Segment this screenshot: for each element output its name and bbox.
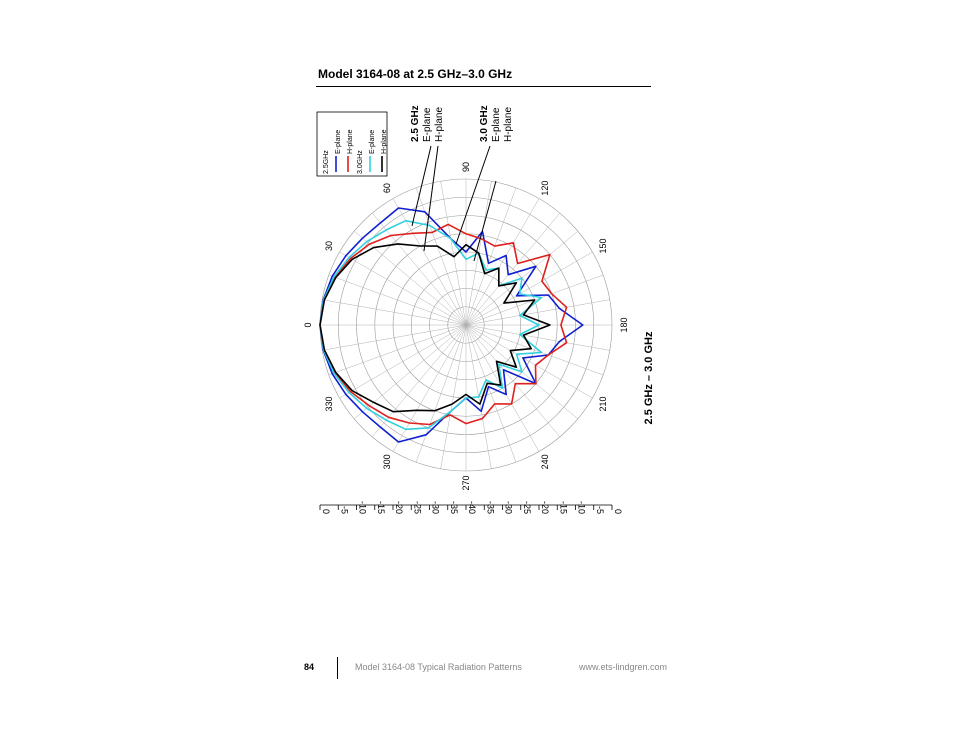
angle-label: 30 bbox=[324, 241, 334, 251]
series-line-e25 bbox=[319, 207, 584, 443]
legend-group-label-2-5ghz: 2.5GHz bbox=[323, 150, 330, 174]
angle-label: 270 bbox=[461, 475, 471, 490]
scale-tick-label: 0 bbox=[321, 509, 331, 514]
grid-spoke bbox=[465, 324, 517, 463]
scale-tick-label: -10 bbox=[358, 501, 368, 514]
chart-legend: 2.5GHz E-plane H-plane 3.0GHz E-plane H-… bbox=[316, 111, 388, 177]
grid-spoke bbox=[440, 324, 467, 469]
series-line-h25 bbox=[319, 223, 568, 426]
grid-spoke bbox=[465, 198, 540, 326]
scale-tick-label: 0 bbox=[613, 509, 623, 514]
scale-tick-label: -20 bbox=[540, 501, 550, 514]
grid-spoke bbox=[339, 324, 467, 399]
grid-spoke bbox=[465, 324, 604, 376]
leader-2-5ghz-h bbox=[423, 145, 439, 252]
grid-spoke bbox=[465, 187, 517, 326]
annotation-2-5ghz: 2.5 GHz E-plane H-plane bbox=[410, 105, 445, 252]
scale-tick-label: -15 bbox=[558, 501, 568, 514]
angle-label: 120 bbox=[540, 181, 550, 196]
angle-label: 240 bbox=[540, 454, 550, 469]
grid-spoke bbox=[339, 251, 467, 326]
annotation-3-0ghz: 3.0 GHz E-plane H-plane bbox=[455, 105, 514, 262]
page-number: 84 bbox=[304, 662, 315, 672]
angle-label: 180 bbox=[619, 317, 629, 332]
annotation-3-0ghz-title: 3.0 GHz bbox=[479, 105, 490, 142]
scale-tick-label: -5 bbox=[339, 506, 349, 514]
grid-spoke bbox=[392, 198, 467, 326]
grid-spoke bbox=[465, 212, 561, 326]
angle-label: 90 bbox=[461, 162, 471, 172]
scale-tick-label: -15 bbox=[376, 501, 386, 514]
scale-tick-label: -25 bbox=[522, 501, 532, 514]
annotation-2-5ghz-h: H-plane bbox=[434, 107, 445, 142]
grid-spoke bbox=[465, 324, 593, 399]
footer-document-title: Model 3164-08 Typical Radiation Patterns bbox=[355, 662, 522, 672]
angle-label: 150 bbox=[598, 238, 608, 253]
heading-rule bbox=[316, 86, 651, 87]
grid-spoke bbox=[465, 324, 610, 351]
grid-spoke bbox=[322, 299, 467, 326]
angle-label: 210 bbox=[598, 396, 608, 411]
grid-spoke bbox=[465, 299, 610, 326]
radial-scale: 0 -5 -10 -15 -20 -25 -30 -35 -40 -35 -30 -25 -20 -15-… bbox=[319, 501, 623, 514]
legend-entry-e25: E-plane bbox=[335, 130, 342, 154]
series-line-e30 bbox=[319, 219, 543, 431]
grid-spoke bbox=[465, 324, 561, 438]
grid-spoke bbox=[392, 324, 467, 452]
scale-tick-label: -25 bbox=[412, 501, 422, 514]
angle-label: 0 bbox=[303, 322, 313, 327]
polar-chart: 0 30 60 90 120 150 180 210 240 270 300 330 2.5GHz E… bbox=[303, 105, 655, 514]
angle-label: 60 bbox=[382, 183, 392, 193]
annotation-3-0ghz-h: H-plane bbox=[503, 107, 514, 142]
scale-tick-label: -35 bbox=[485, 501, 495, 514]
footer-separator bbox=[337, 657, 338, 679]
legend-entry-e30: E-plane bbox=[369, 130, 376, 154]
scale-tick-label: -5 bbox=[595, 506, 605, 514]
footer-website: www.ets-lindgren.com bbox=[579, 662, 668, 672]
polar-chart-figure: 0 30 60 90 120 150 180 210 240 270 300 330 2.5GHz E… bbox=[298, 96, 658, 536]
scale-tick-label: -30 bbox=[431, 501, 441, 514]
annotation-2-5ghz-title: 2.5 GHz bbox=[410, 105, 421, 142]
annotation-2-5ghz-e: E-plane bbox=[422, 107, 433, 142]
grid-spoke bbox=[328, 274, 467, 326]
annotation-3-0ghz-e: E-plane bbox=[491, 107, 502, 142]
page-heading: Model 3164-08 at 2.5 GHz–3.0 GHz bbox=[318, 67, 513, 81]
angle-label: 300 bbox=[382, 454, 392, 469]
angle-label: 330 bbox=[324, 396, 334, 411]
scale-tick-label: -40 bbox=[467, 501, 477, 514]
leader-2-5ghz-e bbox=[411, 145, 432, 227]
grid-spoke bbox=[440, 181, 467, 326]
leader-3-0ghz-h bbox=[473, 180, 497, 262]
grid-spoke bbox=[353, 324, 467, 420]
grid-spoke bbox=[328, 324, 467, 376]
scale-tick-label: -35 bbox=[449, 501, 459, 514]
scale-tick-label: -30 bbox=[504, 501, 514, 514]
scale-tick-label: -20 bbox=[394, 501, 404, 514]
grid-spoke bbox=[353, 230, 467, 326]
grid-spoke bbox=[415, 187, 467, 326]
scale-tick-label: -10 bbox=[577, 501, 587, 514]
legend-box bbox=[316, 111, 388, 177]
series-layer bbox=[319, 207, 584, 443]
grid-spoke bbox=[371, 212, 467, 326]
series-line-h30 bbox=[319, 243, 551, 413]
chart-title: 2.5 GHz – 3.0 GHz bbox=[643, 331, 655, 424]
leader-3-0ghz-e bbox=[455, 145, 491, 245]
legend-entry-h30: H-plane bbox=[381, 129, 388, 154]
grid-spoke bbox=[371, 324, 467, 438]
legend-group-label-3-0ghz: 3.0GHz bbox=[357, 150, 364, 174]
grid-spoke bbox=[322, 324, 467, 351]
grid-spoke bbox=[415, 324, 467, 463]
grid-spoke bbox=[465, 251, 593, 326]
legend-entry-h25: H-plane bbox=[347, 129, 354, 154]
